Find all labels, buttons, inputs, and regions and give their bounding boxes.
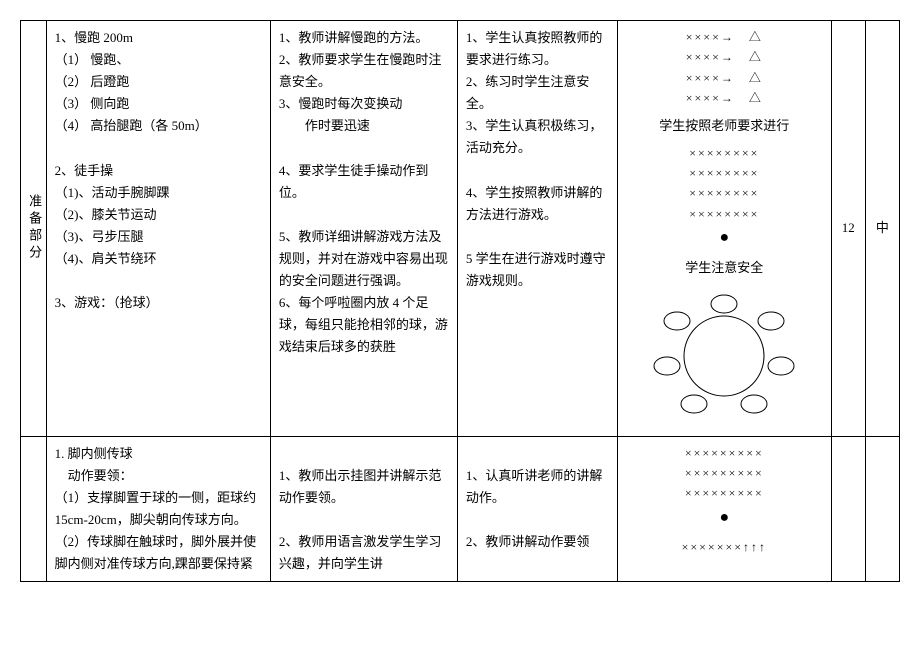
formation-row: ××××××××× [626, 443, 823, 463]
teacher-dot-icon: ● [626, 504, 823, 531]
text-line: （1）支撑脚置于球的一侧，距球约15cm-20cm，脚尖朝向传球方向。 [55, 487, 262, 531]
text-line: 1. 脚内侧传球 [55, 443, 262, 465]
text-line: 1、慢跑 200m [55, 27, 262, 49]
text-line: 1、教师讲解慢跑的方法。 [279, 27, 449, 49]
time-value: 12 [842, 220, 855, 235]
activity-content-cell: 1. 脚内侧传球 动作要领： （1）支撑脚置于球的一侧，距球约15cm-20cm… [46, 436, 270, 582]
section-label-cell: 准备部分 [21, 21, 47, 437]
formation-row: ×××××××× [626, 183, 823, 203]
teacher-dot-icon: ● [626, 224, 823, 251]
formation-row: ××××→ △ [626, 88, 823, 108]
text-line: （2） 后蹬跑 [55, 71, 262, 93]
section-label-cell [21, 436, 47, 582]
text-line: （1） 慢跑、 [55, 49, 262, 71]
student-activity-cell: 1、学生认真按照教师的要求进行练习。 2、练习时学生注意安全。 3、学生认真积极… [457, 21, 617, 437]
prep-section-row: 准备部分 1、慢跑 200m （1） 慢跑、 （2） 后蹬跑 （3） 侧向跑 （… [21, 21, 900, 437]
text-line: 1、教师出示挂图并讲解示范动作要领。 [279, 465, 449, 509]
text-line: （4)、肩关节绕环 [55, 248, 262, 270]
formation-row: ××××××××× [626, 483, 823, 503]
text-line: （3)、弓步压腿 [55, 226, 262, 248]
text-line: 6、每个呼啦圈内放 4 个足球，每组只能抢相邻的球，游戏结束后球多的获胜 [279, 292, 449, 358]
text-line: 2、教师要求学生在慢跑时注意安全。 [279, 49, 449, 93]
text-line: （4） 高抬腿跑（各 50m） [55, 115, 262, 137]
formation-row: ×××××××× [626, 163, 823, 183]
text-line: （2）传球脚在触球时，脚外展并使脚内侧对准传球方向,踝部要保持紧 [55, 531, 262, 575]
formation-row: ×××××××× [626, 143, 823, 163]
diagram-caption: 学生注意安全 [626, 257, 823, 279]
intensity-cell: 中 [865, 21, 899, 437]
text-line: 1、学生认真按照教师的要求进行练习。 [466, 27, 609, 71]
formation-row: ×××××××× [626, 204, 823, 224]
text-line: 2、教师用语言激发学生学习兴趣，并向学生讲 [279, 531, 449, 575]
text-line: （2)、膝关节运动 [55, 204, 262, 226]
text-line: 1、认真听讲老师的讲解动作。 [466, 465, 609, 509]
text-line: 动作要领： [55, 465, 262, 487]
formation-row: ××××→ △ [626, 68, 823, 88]
formation-row: ××××→ △ [626, 27, 823, 47]
time-cell: 12 [831, 21, 865, 437]
formation-diagram-cell: ××××××××× ××××××××× ××××××××× ● ×××××××↑… [618, 436, 832, 582]
intensity-value: 中 [876, 220, 889, 235]
text-line: 4、要求学生徒手操动作到位。 [279, 160, 449, 204]
text-line: 5、教师详细讲解游戏方法及规则，并对在游戏中容易出现的安全问题进行强调。 [279, 226, 449, 292]
text-line: 2、教师讲解动作要领 [466, 531, 609, 553]
text-line: 3、游戏：（抢球） [55, 292, 262, 314]
formation-row: ××××××××× [626, 463, 823, 483]
circle-game-diagram-icon [639, 286, 809, 426]
formation-diagram-cell: ××××→ △ ××××→ △ ××××→ △ ××××→ △ 学生按照老师要求… [618, 21, 832, 437]
time-cell [831, 436, 865, 582]
text-line: 作时要迅速 [279, 115, 449, 137]
text-line: （3） 侧向跑 [55, 93, 262, 115]
text-line: 2、徒手操 [55, 160, 262, 182]
lesson-plan-table: 准备部分 1、慢跑 200m （1） 慢跑、 （2） 后蹬跑 （3） 侧向跑 （… [20, 20, 900, 582]
text-line: 5 学生在进行游戏时遵守游戏规则。 [466, 248, 609, 292]
formation-row: ×××××××↑↑↑ [626, 537, 823, 557]
teacher-activity-cell: 1、教师讲解慢跑的方法。 2、教师要求学生在慢跑时注意安全。 3、慢跑时每次变换… [270, 21, 457, 437]
section-label: 准备部分 [23, 194, 45, 262]
intensity-cell [865, 436, 899, 582]
teacher-activity-cell: 1、教师出示挂图并讲解示范动作要领。 2、教师用语言激发学生学习兴趣，并向学生讲 [270, 436, 457, 582]
diagram-caption: 学生按照老师要求进行 [626, 115, 823, 137]
main-section-row: 1. 脚内侧传球 动作要领： （1）支撑脚置于球的一侧，距球约15cm-20cm… [21, 436, 900, 582]
student-activity-cell: 1、认真听讲老师的讲解动作。 2、教师讲解动作要领 [457, 436, 617, 582]
text-line: 2、练习时学生注意安全。 [466, 71, 609, 115]
text-line: 3、慢跑时每次变换动 [279, 93, 449, 115]
activity-content-cell: 1、慢跑 200m （1） 慢跑、 （2） 后蹬跑 （3） 侧向跑 （4） 高抬… [46, 21, 270, 437]
text-line: 3、学生认真积极练习，活动充分。 [466, 115, 609, 159]
formation-row: ××××→ △ [626, 47, 823, 67]
text-line: （1)、活动手腕脚踝 [55, 182, 262, 204]
text-line: 4、学生按照教师讲解的方法进行游戏。 [466, 182, 609, 226]
